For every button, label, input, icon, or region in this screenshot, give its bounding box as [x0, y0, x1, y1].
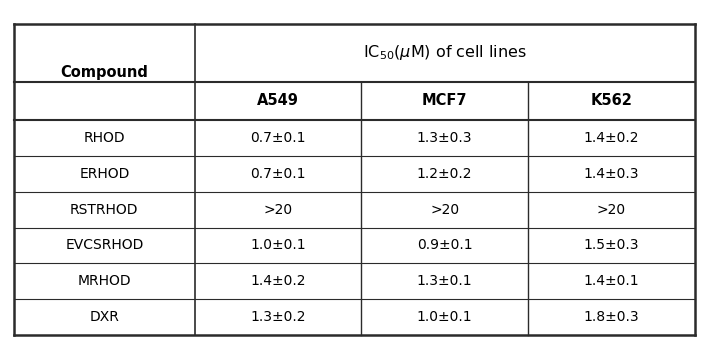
Text: >20: >20 [263, 203, 293, 217]
Text: 1.4±0.2: 1.4±0.2 [584, 131, 640, 145]
Text: 1.3±0.1: 1.3±0.1 [417, 274, 472, 288]
Text: 1.2±0.2: 1.2±0.2 [417, 167, 472, 181]
Text: 1.8±0.3: 1.8±0.3 [584, 310, 640, 324]
Text: Compound: Compound [60, 65, 148, 80]
Text: ERHOD: ERHOD [79, 167, 130, 181]
Text: IC$_{50}$($\mu$M) of cell lines: IC$_{50}$($\mu$M) of cell lines [363, 43, 527, 62]
Text: 1.0±0.1: 1.0±0.1 [417, 310, 472, 324]
Text: DXR: DXR [89, 310, 119, 324]
Text: 1.5±0.3: 1.5±0.3 [584, 238, 640, 253]
Text: 1.0±0.1: 1.0±0.1 [250, 238, 306, 253]
Text: 1.4±0.3: 1.4±0.3 [584, 167, 640, 181]
Text: 0.7±0.1: 0.7±0.1 [250, 167, 306, 181]
Text: >20: >20 [597, 203, 626, 217]
Text: MRHOD: MRHOD [77, 274, 131, 288]
Text: 1.4±0.2: 1.4±0.2 [250, 274, 306, 288]
Text: 1.4±0.1: 1.4±0.1 [584, 274, 640, 288]
Text: K562: K562 [591, 93, 632, 108]
Text: 0.7±0.1: 0.7±0.1 [250, 131, 306, 145]
Text: MCF7: MCF7 [422, 93, 467, 108]
Text: EVCSRHOD: EVCSRHOD [65, 238, 143, 253]
Text: 0.9±0.1: 0.9±0.1 [417, 238, 472, 253]
Text: A549: A549 [257, 93, 299, 108]
Text: 1.3±0.2: 1.3±0.2 [250, 310, 306, 324]
Text: RHOD: RHOD [84, 131, 125, 145]
Text: >20: >20 [430, 203, 459, 217]
Text: 1.3±0.3: 1.3±0.3 [417, 131, 472, 145]
Text: RSTRHOD: RSTRHOD [70, 203, 139, 217]
